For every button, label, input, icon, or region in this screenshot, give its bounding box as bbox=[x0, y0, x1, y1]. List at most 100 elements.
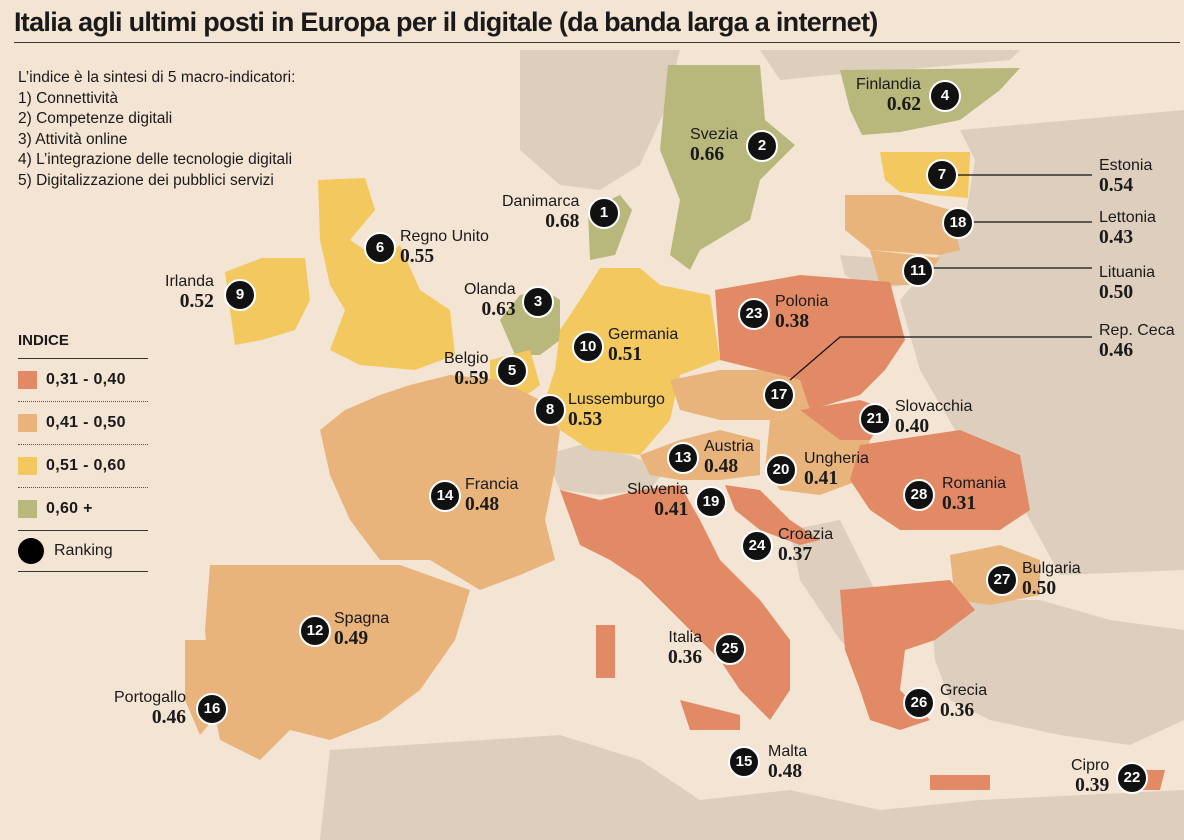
country-name: Austria bbox=[704, 438, 754, 455]
rank-badge-polonia: 23 bbox=[738, 298, 770, 330]
country-label-lussemburgo: Lussemburgo 0.53 bbox=[568, 391, 665, 430]
country-name: Germania bbox=[608, 326, 679, 343]
rank-badge-slovacchia: 21 bbox=[859, 403, 891, 435]
country-label-bulgaria: Bulgaria 0.50 bbox=[1022, 560, 1081, 599]
legend-item-041-050: 0,41 - 0,50 bbox=[18, 402, 148, 445]
page-title: Italia agli ultimi posti in Europa per i… bbox=[14, 4, 1180, 43]
country-value: 0.37 bbox=[778, 544, 813, 565]
country-label-estonia: Estonia 0.54 bbox=[1099, 157, 1152, 196]
intro-item: 4) L’integrazione delle tecnologie digit… bbox=[18, 151, 293, 168]
country-value: 0.54 bbox=[1099, 175, 1134, 196]
country-name: Cipro bbox=[1071, 757, 1110, 774]
country-name: Malta bbox=[768, 743, 808, 760]
country-label-cipro: Cipro 0.39 bbox=[1071, 757, 1109, 796]
intro-item: 1) Connettività bbox=[18, 89, 118, 107]
country-name: Svezia bbox=[690, 126, 739, 143]
rank-badge-cipro: 22 bbox=[1116, 762, 1148, 794]
country-name: Romania bbox=[942, 475, 1007, 492]
country-label-finlandia: Finlandia 0.62 bbox=[856, 76, 921, 115]
rank-badge-regno-unito: 6 bbox=[364, 232, 396, 264]
rank-badge-lettonia: 18 bbox=[942, 207, 974, 239]
country-value: 0.53 bbox=[568, 409, 603, 430]
country-label-grecia: Grecia 0.36 bbox=[940, 682, 987, 721]
country-value: 0.50 bbox=[1099, 282, 1134, 303]
legend-swatch bbox=[18, 371, 37, 389]
country-value: 0.38 bbox=[775, 311, 810, 332]
intro-item: 2) Competenze digitali bbox=[18, 110, 173, 127]
country-value: 0.62 bbox=[886, 94, 921, 115]
country-value: 0.41 bbox=[804, 468, 839, 489]
legend-item-060-plus: 0,60 + bbox=[18, 488, 148, 531]
country-name: Slovenia bbox=[627, 481, 689, 498]
country-name: Olanda bbox=[464, 281, 516, 298]
country-name: Lussemburgo bbox=[568, 391, 665, 408]
country-name: Italia bbox=[668, 629, 703, 646]
rank-badge-ungheria: 20 bbox=[765, 454, 797, 486]
rank-badge-austria: 13 bbox=[667, 442, 699, 474]
country-value: 0.40 bbox=[895, 416, 930, 437]
country-value: 0.46 bbox=[151, 707, 187, 728]
country-label-belgio: Belgio 0.59 bbox=[444, 350, 488, 389]
legend-item-031-040: 0,31 - 0,40 bbox=[18, 359, 148, 402]
country-label-slovacchia: Slovacchia 0.40 bbox=[895, 398, 972, 437]
rank-badge-olanda: 3 bbox=[522, 286, 554, 318]
country-label-rep-ceca: Rep. Ceca 0.46 bbox=[1099, 322, 1175, 361]
rank-badge-spagna: 12 bbox=[299, 615, 331, 647]
country-name: Ungheria bbox=[804, 450, 869, 467]
country-name: Belgio bbox=[444, 350, 489, 367]
country-label-slovenia: Slovenia 0.41 bbox=[627, 481, 688, 520]
rank-badge-finlandia: 4 bbox=[929, 80, 961, 112]
rank-badge-bulgaria: 27 bbox=[986, 564, 1018, 596]
country-value: 0.48 bbox=[768, 761, 803, 782]
legend-ranking: Ranking bbox=[18, 531, 148, 572]
country-label-irlanda: Irlanda 0.52 bbox=[165, 273, 214, 312]
legend-label: 0,60 + bbox=[46, 500, 93, 517]
country-name: Francia bbox=[465, 476, 519, 493]
country-value: 0.31 bbox=[942, 493, 977, 514]
country-value: 0.68 bbox=[545, 211, 580, 232]
country-name: Irlanda bbox=[165, 273, 214, 290]
country-value: 0.66 bbox=[690, 144, 725, 165]
rank-badge-francia: 14 bbox=[429, 480, 461, 512]
legend-label: 0,41 - 0,50 bbox=[46, 414, 126, 431]
country-name: Rep. Ceca bbox=[1099, 322, 1175, 339]
country-value: 0.52 bbox=[179, 291, 214, 312]
rank-badge-danimarca: 1 bbox=[588, 197, 620, 229]
rank-badge-germania: 10 bbox=[572, 331, 604, 363]
country-value: 0.48 bbox=[704, 456, 739, 477]
country-name: Croazia bbox=[778, 526, 834, 543]
country-label-lettonia: Lettonia 0.43 bbox=[1099, 209, 1156, 248]
country-label-svezia: Svezia 0.66 bbox=[690, 126, 738, 165]
country-label-germania: Germania 0.51 bbox=[608, 326, 678, 365]
legend-swatch bbox=[18, 457, 37, 475]
rank-badge-lussemburgo: 8 bbox=[534, 394, 566, 426]
country-value: 0.43 bbox=[1099, 227, 1134, 248]
country-name: Regno Unito bbox=[400, 228, 489, 245]
country-name: Lituania bbox=[1099, 264, 1156, 281]
country-value: 0.55 bbox=[400, 246, 435, 267]
country-label-polonia: Polonia 0.38 bbox=[775, 293, 828, 332]
country-name: Bulgaria bbox=[1022, 560, 1081, 577]
country-label-portogallo: Portogallo 0.46 bbox=[114, 689, 186, 728]
country-value: 0.59 bbox=[454, 368, 489, 389]
country-value: 0.36 bbox=[668, 647, 703, 668]
country-value: 0.51 bbox=[608, 344, 643, 365]
rank-badge-romania: 28 bbox=[903, 479, 935, 511]
legend-swatch bbox=[18, 500, 37, 518]
intro-item: 3) Attività online bbox=[18, 130, 128, 148]
country-label-austria: Austria 0.48 bbox=[704, 438, 754, 477]
country-label-spagna: Spagna 0.49 bbox=[334, 610, 389, 649]
rank-badge-grecia: 26 bbox=[903, 687, 935, 719]
country-name: Slovacchia bbox=[895, 398, 973, 415]
country-value: 0.46 bbox=[1099, 340, 1134, 361]
country-value: 0.49 bbox=[334, 628, 369, 649]
country-label-olanda: Olanda 0.63 bbox=[464, 281, 516, 320]
map-legend: INDICE 0,31 - 0,40 0,41 - 0,50 0,51 - 0,… bbox=[18, 332, 148, 572]
country-name: Lettonia bbox=[1099, 209, 1156, 226]
rank-badge-croazia: 24 bbox=[741, 530, 773, 562]
country-label-croazia: Croazia 0.37 bbox=[778, 526, 833, 565]
country-name: Portogallo bbox=[114, 689, 187, 706]
country-label-malta: Malta 0.48 bbox=[768, 743, 807, 782]
country-name: Danimarca bbox=[502, 193, 580, 210]
country-name: Spagna bbox=[334, 610, 390, 627]
